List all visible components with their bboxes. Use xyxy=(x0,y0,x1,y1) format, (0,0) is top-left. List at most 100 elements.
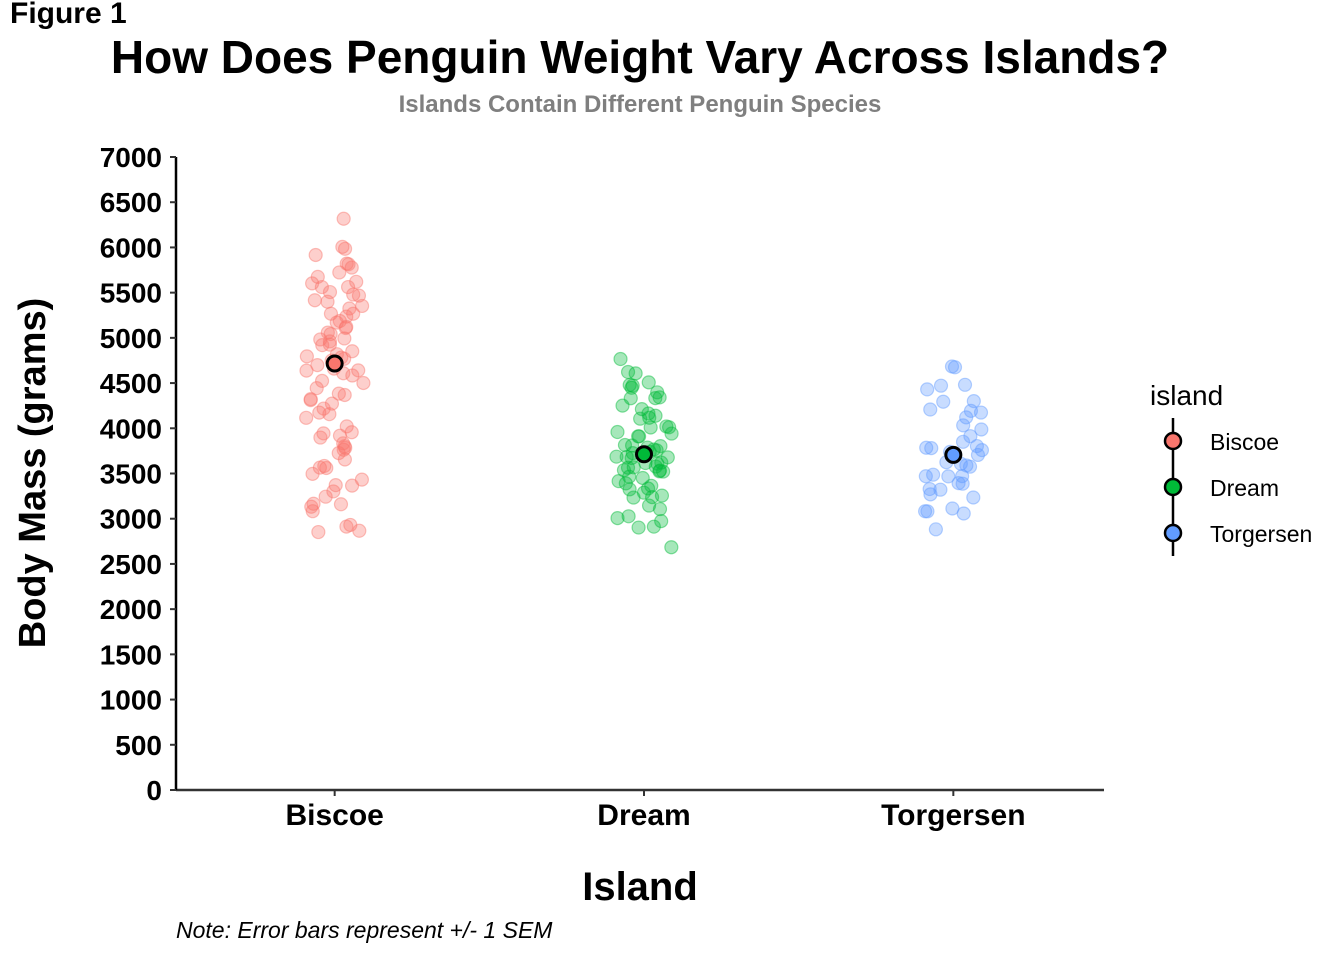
data-point xyxy=(923,487,938,502)
data-point xyxy=(299,349,314,364)
data-point xyxy=(613,351,628,367)
data-point xyxy=(626,490,641,505)
data-point xyxy=(648,391,663,406)
data-point xyxy=(974,443,990,458)
data-point xyxy=(622,469,637,484)
data-point xyxy=(337,241,353,256)
data-point xyxy=(299,363,314,378)
data-point xyxy=(947,360,963,375)
data-point xyxy=(336,436,351,451)
data-points xyxy=(299,211,990,555)
data-point xyxy=(337,452,352,467)
data-point xyxy=(654,514,669,529)
y-tick-label: 7000 xyxy=(100,142,162,173)
data-point xyxy=(609,449,624,464)
data-point xyxy=(659,419,674,434)
data-point xyxy=(309,381,324,396)
data-point xyxy=(320,325,335,340)
data-point xyxy=(920,504,935,519)
data-point xyxy=(636,485,652,500)
x-tick-label: Biscoe xyxy=(285,799,383,832)
data-point xyxy=(926,467,941,482)
y-tick-label: 3000 xyxy=(100,504,162,535)
y-tick-label: 6500 xyxy=(100,187,162,218)
data-point xyxy=(928,522,943,537)
data-point xyxy=(959,410,974,425)
mean-markers xyxy=(325,354,963,464)
data-point xyxy=(919,440,934,455)
legend-label-torgersen: Torgersen xyxy=(1210,521,1313,547)
data-point xyxy=(956,418,971,433)
data-point xyxy=(323,306,339,321)
data-point xyxy=(339,309,354,324)
legend-label-biscoe: Biscoe xyxy=(1210,429,1280,455)
legend-label-dream: Dream xyxy=(1210,475,1280,501)
data-point xyxy=(920,382,935,397)
data-point xyxy=(621,509,636,524)
chart-subtitle: Islands Contain Different Penguin Specie… xyxy=(398,91,882,118)
data-point xyxy=(617,437,633,453)
data-point xyxy=(326,484,341,499)
x-tick-label: Dream xyxy=(597,799,690,832)
data-point xyxy=(622,377,637,393)
data-point xyxy=(314,279,329,295)
data-point xyxy=(611,474,626,489)
data-point xyxy=(337,439,352,454)
data-point xyxy=(322,337,337,352)
data-point xyxy=(652,463,668,478)
data-point xyxy=(340,279,356,295)
data-point xyxy=(339,319,354,334)
data-point xyxy=(331,386,346,401)
data-point xyxy=(955,469,970,484)
data-point xyxy=(351,288,367,303)
data-point xyxy=(356,375,371,391)
data-point xyxy=(354,472,370,487)
data-point xyxy=(974,422,989,437)
data-point xyxy=(345,344,360,359)
data-point xyxy=(349,274,364,289)
data-point xyxy=(341,257,356,272)
data-point xyxy=(654,455,669,470)
mean-point xyxy=(944,445,963,464)
data-point xyxy=(316,426,331,441)
mean-point xyxy=(635,445,653,464)
data-point xyxy=(303,393,318,408)
data-point xyxy=(924,441,939,456)
y-tick-label: 1000 xyxy=(100,685,162,716)
data-point xyxy=(917,504,933,519)
data-point xyxy=(338,320,353,336)
data-point xyxy=(299,410,314,425)
legend-key-biscoe xyxy=(1163,418,1183,464)
y-tick-label: 0 xyxy=(146,775,162,806)
data-point xyxy=(962,459,978,474)
legend-item-dream: Dream xyxy=(1150,464,1279,510)
data-point xyxy=(336,211,351,226)
data-point xyxy=(313,332,328,347)
data-point xyxy=(316,401,331,416)
data-point xyxy=(653,439,668,454)
y-axis-label: Body Mass (grams) xyxy=(12,298,54,649)
data-point xyxy=(303,392,318,407)
data-point xyxy=(338,440,353,456)
data-point xyxy=(966,490,981,505)
data-point xyxy=(352,523,367,538)
footnote: Note: Error bars represent +/- 1 SEM xyxy=(176,917,553,943)
chart-title: How Does Penguin Weight Vary Across Isla… xyxy=(110,31,1170,83)
data-point xyxy=(641,375,656,390)
data-point xyxy=(305,504,320,519)
data-point xyxy=(620,460,636,475)
data-point xyxy=(305,466,320,481)
legend-title: island xyxy=(1150,380,1224,411)
legend-item-biscoe: Biscoe xyxy=(1150,418,1279,464)
data-point xyxy=(641,498,657,513)
data-point xyxy=(619,449,634,465)
data-point xyxy=(344,425,359,440)
data-point xyxy=(646,519,661,534)
data-point xyxy=(312,460,328,475)
data-point xyxy=(966,394,981,409)
data-point xyxy=(320,294,335,309)
data-point xyxy=(305,276,320,291)
data-point xyxy=(632,429,647,444)
data-point xyxy=(332,428,348,443)
data-point xyxy=(963,403,979,418)
